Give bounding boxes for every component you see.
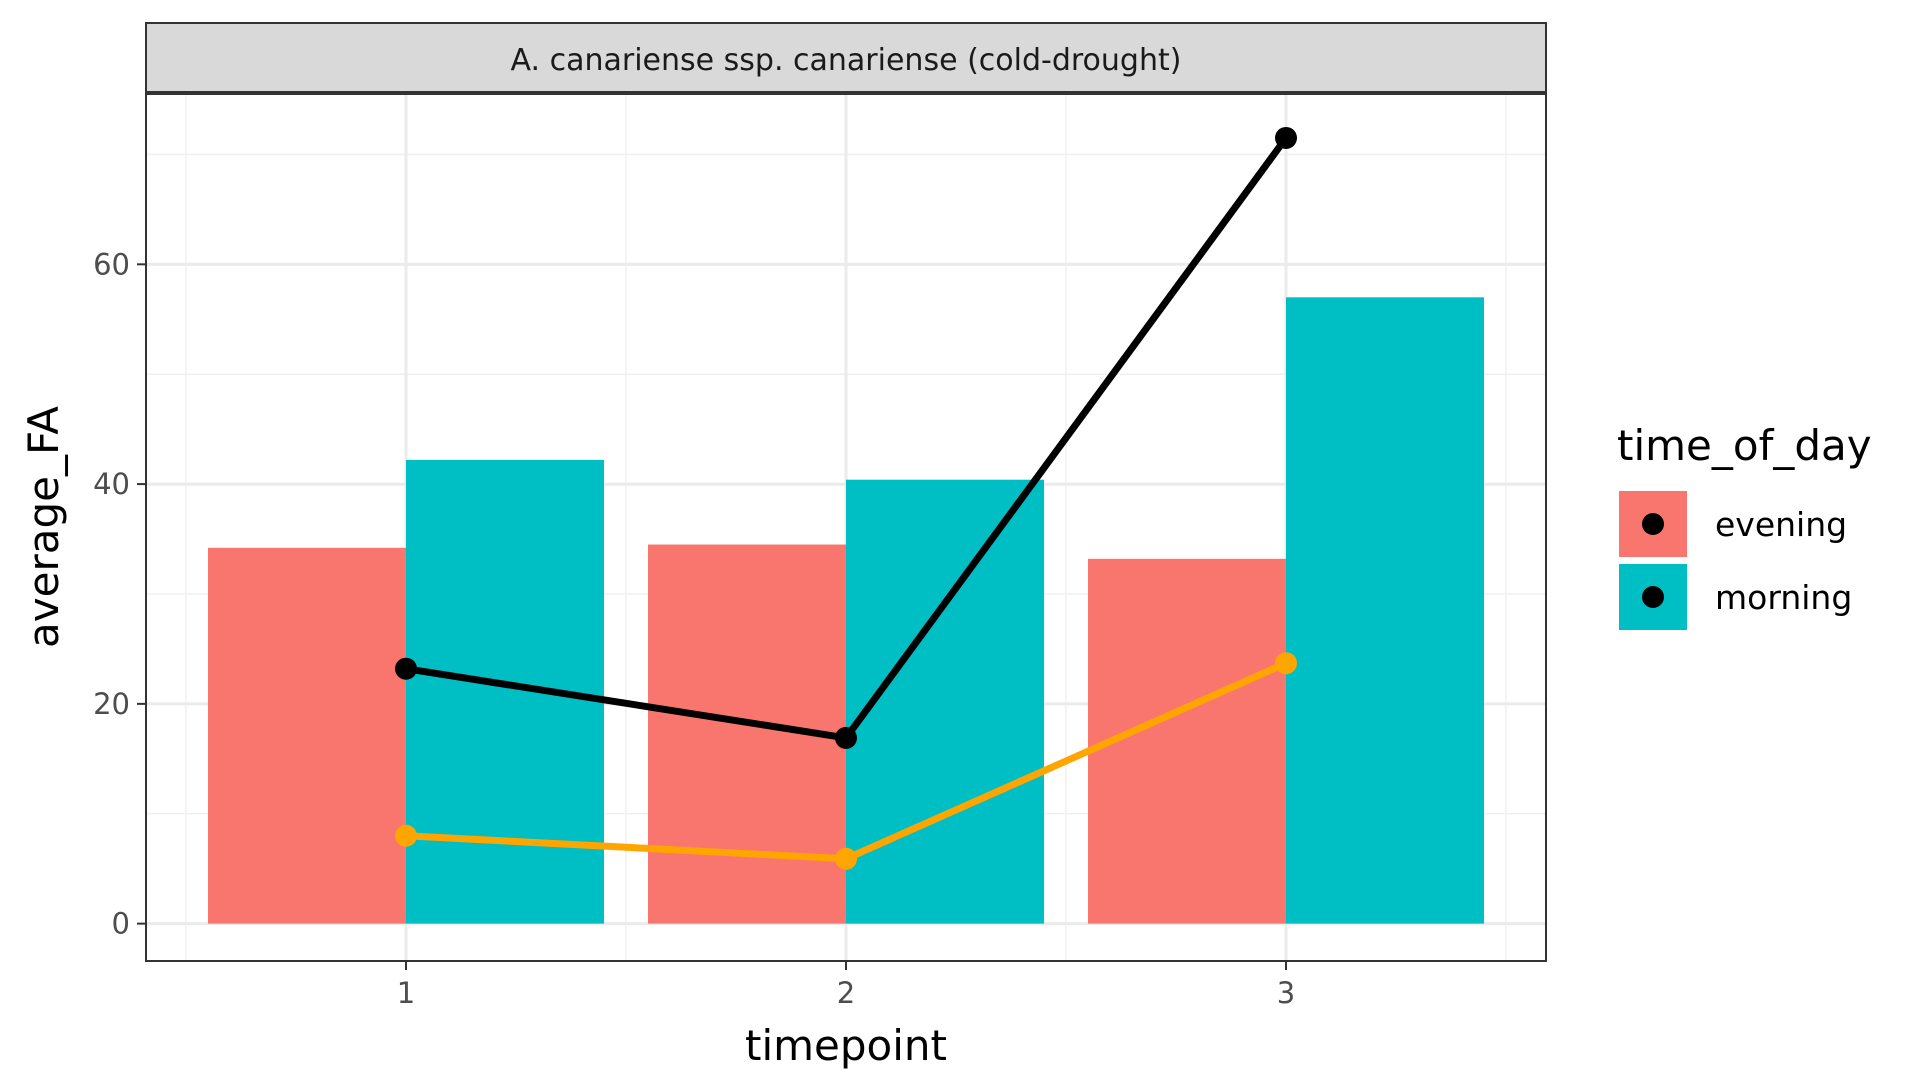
x-tick-label: 2 — [837, 976, 855, 1010]
y-tick-label: 0 — [112, 907, 130, 941]
point-series-2 — [395, 824, 417, 847]
facet-title: A. canariense ssp. canariense (cold-drou… — [511, 43, 1182, 78]
legend-label-evening: evening — [1715, 505, 1847, 544]
y-axis-title: average_FA — [19, 406, 68, 648]
point-series-1 — [835, 726, 857, 749]
legend-key-point — [1642, 586, 1664, 608]
y-tick-label: 40 — [93, 467, 130, 501]
bars — [208, 297, 1484, 924]
y-tick-label: 60 — [93, 247, 130, 281]
bar-evening — [1088, 558, 1286, 924]
facet-strip — [145, 22, 1547, 93]
x-axis-title: timepoint — [745, 1021, 947, 1070]
legend: time_of_day evening morning — [1617, 421, 1872, 630]
point-series-1 — [395, 657, 417, 680]
bar-evening — [208, 547, 406, 924]
point-series-1 — [1275, 126, 1297, 149]
bar-morning — [1286, 297, 1484, 924]
y-tick-label: 20 — [93, 687, 130, 721]
axes: 0 20 40 60 1 2 3 — [93, 247, 1295, 1010]
lines — [395, 126, 1297, 870]
x-tick-label: 3 — [1277, 976, 1295, 1010]
bar-morning — [846, 479, 1044, 924]
point-series-2 — [1275, 652, 1297, 675]
legend-label-morning: morning — [1715, 578, 1852, 617]
point-series-2 — [835, 847, 857, 870]
legend-key-point — [1642, 513, 1664, 535]
x-tick-label: 1 — [397, 976, 415, 1010]
legend-title: time_of_day — [1617, 421, 1872, 470]
